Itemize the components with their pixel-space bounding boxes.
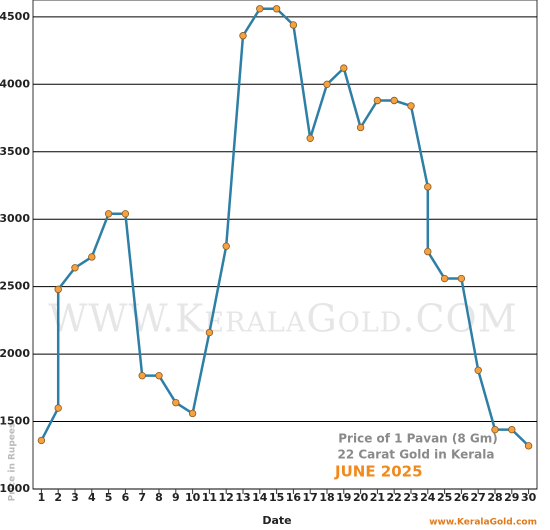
marker	[491, 425, 499, 434]
marker	[88, 253, 96, 261]
marker	[356, 123, 365, 132]
marker	[323, 80, 331, 89]
x-tick-label: 5	[105, 491, 113, 504]
annotation-line: 22 Carat Gold in Kerala	[338, 448, 495, 462]
x-tick-label: 25	[437, 491, 452, 504]
x-tick-label: 13	[235, 491, 250, 504]
annotation-title: JUNE 2025	[334, 463, 423, 481]
x-tick-label: 12	[219, 491, 234, 504]
marker	[172, 398, 180, 407]
x-tick-label: 10	[185, 491, 201, 504]
y-axis-label: Price in Rupees	[8, 423, 18, 502]
x-tick-label: 8	[155, 491, 163, 504]
x-tick-label: 19	[336, 491, 351, 504]
marker	[440, 274, 449, 283]
x-tick-label: 29	[504, 491, 519, 504]
x-tick-label: 24	[420, 491, 436, 504]
y-tick-label: 72000	[0, 347, 30, 360]
marker	[424, 183, 432, 191]
x-tick-label: 18	[319, 491, 334, 504]
marker	[54, 285, 62, 294]
y-tick-label: 73000	[0, 212, 30, 225]
x-tick-label: 4	[88, 491, 96, 504]
marker	[306, 134, 314, 142]
x-tick-label: 15	[269, 491, 284, 504]
marker	[104, 210, 113, 218]
marker	[54, 404, 62, 412]
y-tick-label: 72500	[0, 280, 30, 293]
marker	[121, 210, 130, 218]
marker	[524, 442, 533, 450]
x-tick-label: 17	[303, 491, 318, 504]
marker	[390, 96, 398, 105]
x-tick-label: 30	[521, 491, 537, 504]
x-tick-label: 26	[454, 491, 470, 504]
marker	[239, 32, 247, 40]
x-tick-label: 14	[252, 491, 268, 504]
x-tick-label: 22	[387, 491, 402, 504]
marker	[424, 247, 432, 256]
marker	[373, 96, 382, 105]
x-tick-label: 21	[370, 491, 385, 504]
x-tick-label: 28	[487, 491, 502, 504]
marker	[222, 242, 230, 250]
marker	[407, 102, 415, 110]
x-tick-label: 9	[172, 491, 180, 504]
plot-area	[32, 0, 538, 490]
y-tick-label: 73500	[0, 145, 30, 158]
marker	[188, 409, 197, 418]
x-tick-label: 7	[138, 491, 146, 504]
marker	[508, 425, 516, 434]
marker	[71, 264, 79, 272]
y-tick-label: 74000	[0, 77, 30, 90]
x-tick-label: 3	[71, 491, 79, 504]
marker	[474, 366, 482, 374]
footer: www.KeralaGold.com	[429, 518, 537, 528]
x-axis-label: Date	[262, 514, 291, 527]
marker	[155, 371, 163, 380]
x-tick-label: 23	[403, 491, 418, 504]
watermark: WWW.KeralaGold.COM	[48, 297, 517, 341]
y-tick-label: 74500	[0, 10, 30, 23]
marker	[272, 5, 281, 13]
marker	[138, 371, 146, 380]
marker	[256, 5, 264, 13]
y-tick-label: 71500	[0, 415, 30, 428]
y-tick-label: 71000	[0, 482, 30, 495]
x-tick-label: 27	[471, 491, 486, 504]
x-tick-label: 1	[38, 491, 46, 504]
marker	[205, 328, 214, 337]
x-tick-label: 16	[286, 491, 302, 504]
x-tick-label: 20	[353, 491, 369, 504]
x-tick-label: 2	[54, 491, 62, 504]
marker	[37, 436, 46, 445]
x-tick-label: 6	[122, 491, 130, 504]
marker	[457, 274, 466, 283]
annotation-line: Price of 1 Pavan (8 Gm)	[338, 432, 498, 446]
marker	[289, 21, 298, 29]
marker	[340, 64, 348, 72]
x-tick-label: 11	[202, 491, 217, 504]
